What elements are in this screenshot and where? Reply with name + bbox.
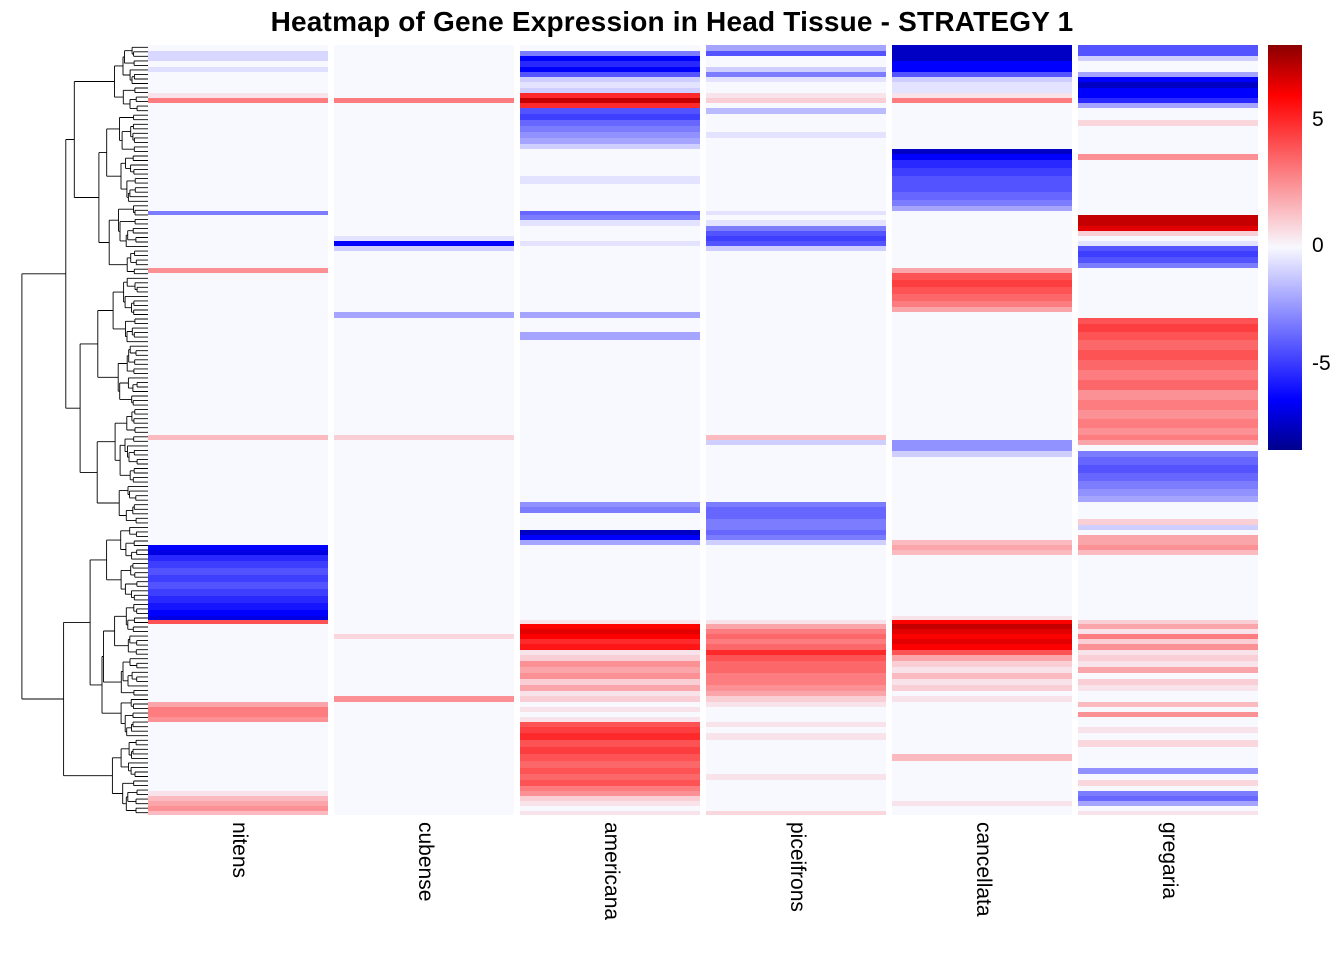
chart-title: Heatmap of Gene Expression in Head Tissu… <box>270 6 1074 37</box>
column-label-nitens: nitens <box>228 822 251 879</box>
colorbar-tick-neg5: -5 <box>1312 352 1331 375</box>
column-label-cubense: cubense <box>414 822 437 902</box>
colorbar-tick-5: 5 <box>1312 108 1324 131</box>
colorbar-gradient <box>1268 45 1302 450</box>
column-label-americana: americana <box>600 822 623 921</box>
column-label-cancellata: cancellata <box>972 822 995 917</box>
column-label-gregaria: gregaria <box>1158 822 1181 900</box>
row-dendrogram <box>21 46 148 814</box>
column-label-piceifrons: piceifrons <box>786 822 809 912</box>
heatmap-grid <box>148 45 1258 815</box>
colorbar-tick-0: 0 <box>1312 234 1324 257</box>
